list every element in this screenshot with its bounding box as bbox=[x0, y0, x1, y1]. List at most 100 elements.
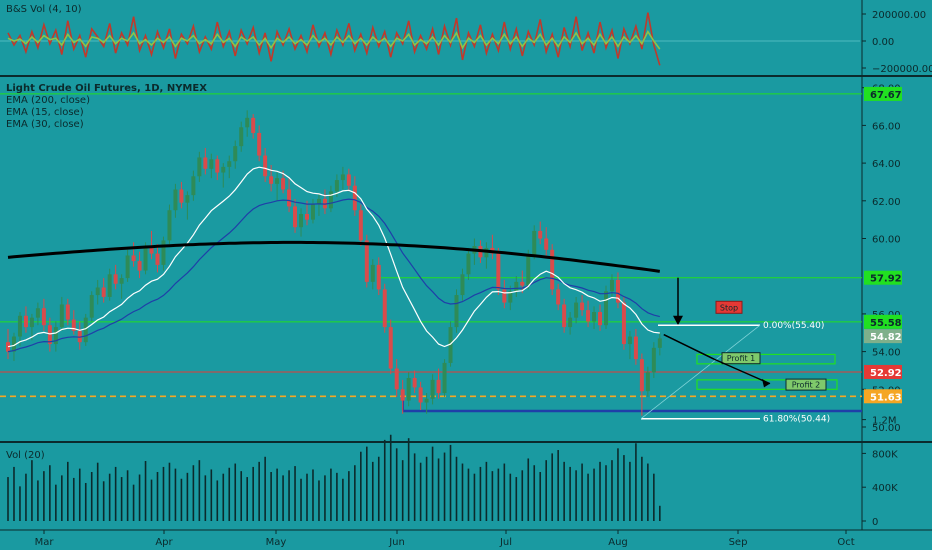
candle-body bbox=[203, 157, 208, 169]
candle-body bbox=[239, 127, 244, 147]
candle-body bbox=[293, 206, 298, 228]
candle-body bbox=[358, 210, 363, 241]
candle-body bbox=[299, 213, 304, 228]
candle-body bbox=[645, 372, 650, 392]
candle-body bbox=[17, 315, 22, 337]
candle-body bbox=[149, 246, 154, 254]
price-tag-box bbox=[864, 314, 902, 329]
candle-body bbox=[633, 336, 638, 360]
x-tick-aug: Aug bbox=[608, 537, 628, 548]
study-ema200[interactable]: EMA (200, close) bbox=[6, 95, 90, 106]
axes: 200000.000.00−200000.0068.0066.0064.0062… bbox=[35, 10, 932, 548]
vol-tick-2: 400K bbox=[872, 483, 898, 494]
bs-tick-0: 0.00 bbox=[872, 37, 894, 48]
candle-body bbox=[316, 198, 321, 205]
x-tick-sep: Sep bbox=[729, 537, 748, 548]
bs-vol-plot bbox=[0, 12, 860, 66]
profit1-label: Profit 1 bbox=[727, 354, 756, 363]
candle-body bbox=[352, 185, 357, 211]
candle-body bbox=[161, 240, 166, 265]
price-tag-51-63: 51.63 bbox=[870, 392, 902, 403]
price-tag-box bbox=[864, 329, 902, 344]
candle-body bbox=[544, 238, 549, 250]
candle-body bbox=[35, 308, 40, 318]
ema200-line bbox=[7, 240, 661, 273]
candle-body bbox=[418, 387, 423, 403]
candle-body bbox=[520, 281, 525, 286]
candle-body bbox=[508, 291, 513, 303]
candle-body bbox=[6, 342, 10, 352]
candle-body bbox=[598, 312, 603, 326]
fib-618-label: 61.80%(50.44) bbox=[763, 415, 830, 425]
volume-title: Vol (20) bbox=[6, 450, 45, 461]
candle-body bbox=[53, 327, 58, 345]
bs-series-line-red bbox=[7, 12, 661, 66]
candle-body bbox=[305, 213, 309, 220]
candle-body bbox=[562, 304, 567, 328]
candle-body bbox=[95, 287, 100, 296]
candle-body bbox=[328, 191, 333, 209]
candle-body bbox=[615, 279, 620, 303]
profit1-arrow bbox=[663, 334, 715, 360]
bs-tick-neg200k: −200000.00 bbox=[872, 64, 932, 75]
candle-body bbox=[101, 287, 106, 297]
x-tick-jun: Jun bbox=[388, 537, 405, 548]
bs-tick-200k: 200000.00 bbox=[872, 10, 926, 21]
candle-body bbox=[406, 377, 411, 401]
volume-legend[interactable]: Vol (20) bbox=[6, 450, 45, 462]
price-tag-54-82: 54.82 bbox=[870, 332, 902, 343]
candle-body bbox=[221, 166, 226, 173]
candle-body bbox=[71, 319, 76, 331]
price-tag-55-58: 55.58 bbox=[870, 318, 902, 329]
profit2-label: Profit 2 bbox=[792, 381, 821, 390]
candle-body bbox=[448, 327, 453, 363]
candle-body bbox=[245, 117, 250, 128]
candle-body bbox=[23, 315, 28, 328]
ema-lines bbox=[7, 166, 661, 353]
candle-body bbox=[639, 359, 644, 392]
price-tag-box bbox=[864, 389, 902, 404]
candle-body bbox=[627, 336, 632, 345]
candle-body bbox=[334, 180, 339, 192]
candle-body bbox=[143, 246, 148, 271]
price-tag-67-67: 67.67 bbox=[870, 90, 902, 101]
candle-body bbox=[514, 281, 519, 292]
candle-body bbox=[454, 295, 459, 328]
candle-body bbox=[496, 253, 501, 290]
price-tag-52-92: 52.92 bbox=[870, 368, 902, 379]
candle-body bbox=[179, 189, 184, 203]
x-tick-mar: Mar bbox=[35, 537, 55, 548]
candle-body bbox=[59, 304, 64, 328]
candle-body bbox=[532, 230, 537, 256]
candle-body bbox=[131, 255, 136, 262]
candle-body bbox=[41, 308, 46, 326]
down-arrow-head bbox=[673, 315, 683, 326]
candle-body bbox=[538, 230, 543, 239]
price-tick-50: 50.00 bbox=[872, 423, 901, 434]
price-tag-box bbox=[864, 86, 902, 101]
ema15-line bbox=[7, 166, 660, 348]
study-ema30[interactable]: EMA (30, close) bbox=[6, 119, 84, 130]
candle-body bbox=[568, 317, 573, 328]
price-legend[interactable]: Light Crude Oil Futures, 1D, NYMEX EMA (… bbox=[6, 83, 207, 131]
price-tick-60: 60.00 bbox=[872, 235, 901, 246]
candle-body bbox=[227, 161, 232, 167]
candle-body bbox=[257, 132, 262, 156]
price-tick-62: 62.00 bbox=[872, 197, 901, 208]
candle-body bbox=[197, 157, 202, 177]
candle-body bbox=[436, 379, 441, 394]
candle-body bbox=[29, 317, 34, 328]
stop-label-box bbox=[715, 300, 743, 314]
candle-body bbox=[125, 255, 130, 279]
price-tag-box bbox=[864, 270, 902, 285]
candle-body bbox=[574, 302, 579, 318]
candle-body bbox=[346, 174, 351, 186]
bs-vol-legend[interactable]: B&S Vol (4, 10) bbox=[6, 4, 82, 16]
drawings[interactable]: Stop 0.00%(55.40) 61.80%(50.44) Profit 1 Pro… bbox=[640, 277, 838, 425]
candle-body bbox=[580, 302, 585, 311]
candle-body bbox=[442, 362, 447, 394]
price-tick-54: 54.00 bbox=[872, 348, 901, 359]
study-ema15[interactable]: EMA (15, close) bbox=[6, 107, 84, 118]
candle-body bbox=[119, 278, 124, 284]
